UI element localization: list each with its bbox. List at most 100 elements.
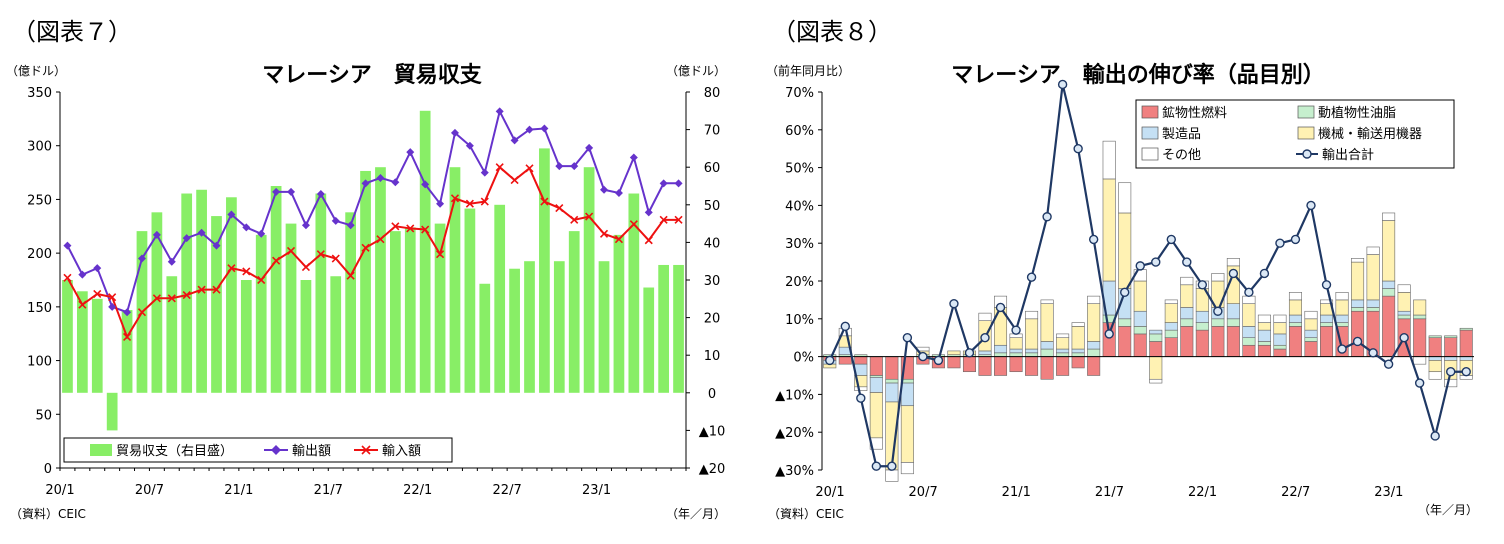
fig8-total-point <box>1104 329 1114 339</box>
fig8-legend-manufactured-swatch <box>1141 126 1159 140</box>
fig7-exports-point <box>242 223 251 232</box>
fig8-bar-vegetable-21/1 <box>1009 352 1023 357</box>
fig8-legend-mineral-swatch <box>1141 105 1159 119</box>
fig7-exports-point <box>63 241 72 250</box>
fig8-total-point <box>1135 261 1145 271</box>
fig8-bar-mineral-22/5 <box>1257 344 1271 357</box>
fig8-total-point <box>825 355 835 366</box>
fig8-x-tick-label: 20/7 <box>909 485 938 500</box>
fig7-imports-point <box>108 293 117 302</box>
fig8-bar-vegetable-22/12 <box>1366 307 1380 312</box>
fig7-imports-point <box>495 163 504 172</box>
fig7-exports-point <box>644 208 653 217</box>
fig7-lines <box>63 107 683 342</box>
fig7-bar-21/3 <box>270 186 282 393</box>
fig7-right-tick-label: 80 <box>704 86 721 101</box>
fig8-bar-vegetable-22/3 <box>1226 318 1240 327</box>
fig7-exports-point <box>585 143 594 152</box>
fig8-bar-manufactured-21/6 <box>1087 341 1101 350</box>
fig7-imports-point <box>406 224 415 233</box>
fig8-total-point <box>1275 238 1285 248</box>
fig7-imports-point <box>78 300 87 309</box>
fig8-bar-mineral-23/5 <box>1444 337 1458 357</box>
fig8-bar-manufactured-22/5 <box>1257 329 1271 342</box>
fig8-y-tick-label: 60% <box>785 124 814 139</box>
fig7-left-tick-label: 50 <box>35 408 52 423</box>
fig7-imports-point <box>123 332 132 342</box>
fig7-bar-21/10 <box>375 167 386 393</box>
fig7-exports-point <box>316 190 325 199</box>
fig8-y-tick-label: ▲20% <box>775 426 814 441</box>
fig8-bar-machinery-22/4 <box>1242 303 1256 327</box>
fig8-bar-vegetable-22/2 <box>1211 318 1225 327</box>
fig7-exports-point <box>78 270 87 279</box>
fig8-bar-other-22/10 <box>1335 292 1349 301</box>
fig8-bar-mineral-22/9 <box>1320 326 1334 357</box>
fig7-exports-point <box>376 173 385 182</box>
fig8-bar-other-20/5 <box>885 469 899 482</box>
fig8-bar-machinery-22/7 <box>1288 299 1302 316</box>
fig8-left-unit: （前年同月比） <box>766 63 850 78</box>
fig7-bar-22/5 <box>479 283 491 393</box>
fig8-y-tick-label: ▲30% <box>775 464 814 479</box>
fig7-right-tick-label: 40 <box>704 236 721 251</box>
fig7-bar-20/8 <box>166 276 178 393</box>
fig7-imports-point <box>331 254 340 263</box>
fig8-label: （図表８） <box>772 18 892 46</box>
fig7-x-tick-label: 22/7 <box>493 483 522 498</box>
fig7-imports-point <box>227 264 236 273</box>
fig8-bar-other-21/10 <box>1149 378 1163 384</box>
fig8-bar-other-21/3 <box>1040 299 1054 304</box>
fig8-bar-vegetable-21/6 <box>1087 348 1101 357</box>
fig7-exports-point <box>495 107 504 116</box>
fig8-legend-vegetable-swatch <box>1297 105 1315 119</box>
fig8-bar-mineral-22/6 <box>1273 348 1287 357</box>
fig8-x-tick-label: 20/1 <box>815 485 844 500</box>
fig8-bar-mineral-21/11 <box>1164 337 1178 357</box>
fig7-right-tick-label: 70 <box>704 124 721 139</box>
fig7-exports-point <box>331 216 340 225</box>
fig8-bar-vegetable-23/6 <box>1459 327 1473 331</box>
fig8-bar-machinery-22/11 <box>1351 261 1365 301</box>
fig7-bar-21/9 <box>360 170 371 393</box>
fig8-y-tick-label: 10% <box>785 313 814 328</box>
fig8-legend-mineral: 鉱物性燃料 <box>1162 105 1227 121</box>
fig8-total-point <box>887 461 897 471</box>
fig8-bar-other-21/12 <box>1180 276 1194 286</box>
fig7-legend-box <box>63 437 453 463</box>
fig8-bar-manufactured-23/6 <box>1459 356 1473 361</box>
fig8-bar-mineral-21/1 <box>1009 356 1023 373</box>
fig8-bar-vegetable-22/9 <box>1320 322 1334 327</box>
fig8-total-point <box>1073 143 1083 154</box>
fig7-bar-20/4 <box>106 392 118 431</box>
fig8-bar-vegetable-21/11 <box>1164 329 1178 339</box>
fig7-imports-line <box>66 165 679 340</box>
fig7-source: （資料）CEIC <box>10 507 86 521</box>
fig8-bar-machinery-20/6 <box>900 405 914 463</box>
fig8-bar-manufactured-22/4 <box>1242 326 1256 338</box>
fig7-imports-point <box>540 197 549 206</box>
fig8-legend-other-swatch <box>1141 147 1159 161</box>
fig7-exports-point <box>465 141 474 150</box>
fig8-bar-vegetable-21/3 <box>1040 348 1054 357</box>
fig7-left-unit: （億ドル） <box>6 64 66 78</box>
fig8-bar-machinery-23/4 <box>1428 360 1442 373</box>
fig7-bar-22/1 <box>419 110 431 393</box>
fig8-bar-manufactured-22/10 <box>1335 314 1349 323</box>
fig8-total-point <box>1306 200 1316 211</box>
fig8-total-point <box>1151 257 1161 267</box>
fig7-imports-point <box>316 250 325 259</box>
fig8-x-tick-label: 23/1 <box>1374 485 1403 500</box>
fig7-imports-point <box>659 215 668 224</box>
fig7-x-tick-label: 20/1 <box>45 483 74 498</box>
fig7-bar-22/10 <box>553 261 565 393</box>
fig7-imports-point <box>346 271 355 280</box>
fig8-bar-other-22/6 <box>1273 314 1287 323</box>
fig8-bar-mineral-21/4 <box>1056 356 1070 376</box>
fig8-bar-machinery-21/2 <box>1025 318 1039 350</box>
fig7-bar-20/11 <box>211 216 222 393</box>
fig8-bar-vegetable-21/2 <box>1025 352 1039 357</box>
fig7-exports-point <box>436 199 445 208</box>
fig8-bar-manufactured-21/3 <box>1040 341 1054 350</box>
fig8-bar-manufactured-22/9 <box>1320 314 1334 323</box>
